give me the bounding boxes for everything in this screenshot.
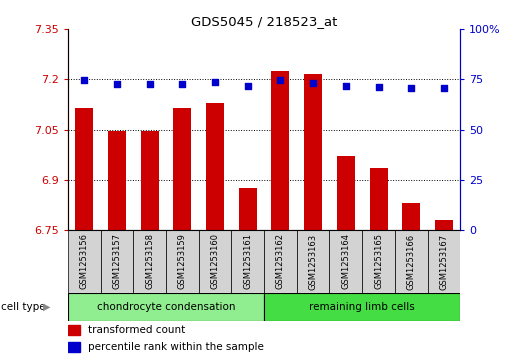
Bar: [337, 156, 355, 230]
Bar: [68, 230, 100, 293]
Bar: [264, 230, 297, 293]
Text: GSM1253166: GSM1253166: [407, 233, 416, 290]
Text: GSM1253163: GSM1253163: [309, 233, 317, 290]
Point: [80, 77, 88, 83]
Text: GSM1253158: GSM1253158: [145, 233, 154, 290]
Bar: [402, 203, 420, 230]
Bar: [68, 325, 79, 335]
Point: [211, 79, 219, 85]
Text: transformed count: transformed count: [88, 325, 185, 335]
Bar: [304, 74, 322, 230]
Text: cell type: cell type: [1, 302, 45, 312]
Bar: [362, 230, 395, 293]
Text: GSM1253164: GSM1253164: [342, 233, 350, 290]
Bar: [100, 230, 133, 293]
Text: GSM1253165: GSM1253165: [374, 233, 383, 290]
Text: GSM1253157: GSM1253157: [112, 233, 121, 290]
Text: GSM1253167: GSM1253167: [439, 233, 448, 290]
Bar: [329, 230, 362, 293]
Text: GSM1253159: GSM1253159: [178, 233, 187, 289]
Bar: [435, 220, 453, 230]
Bar: [395, 230, 428, 293]
Point: [113, 81, 121, 87]
Point: [145, 81, 154, 87]
Bar: [133, 230, 166, 293]
Point: [440, 85, 448, 91]
Bar: [370, 168, 388, 230]
Point: [407, 85, 415, 91]
Bar: [108, 131, 126, 230]
Bar: [174, 108, 191, 230]
Text: chondrocyte condensation: chondrocyte condensation: [97, 302, 235, 312]
Point: [178, 81, 187, 87]
Title: GDS5045 / 218523_at: GDS5045 / 218523_at: [191, 15, 337, 28]
Bar: [231, 230, 264, 293]
Bar: [141, 131, 158, 230]
Text: GSM1253156: GSM1253156: [80, 233, 89, 290]
Bar: [239, 188, 257, 230]
Bar: [166, 230, 199, 293]
Bar: [68, 293, 264, 321]
Text: GSM1253161: GSM1253161: [243, 233, 252, 290]
Point: [342, 83, 350, 89]
Bar: [297, 230, 329, 293]
Bar: [428, 230, 460, 293]
Text: GSM1253160: GSM1253160: [211, 233, 220, 290]
Text: remaining limb cells: remaining limb cells: [309, 302, 415, 312]
Bar: [264, 293, 460, 321]
Point: [374, 85, 383, 90]
Text: ▶: ▶: [43, 302, 51, 312]
Point: [276, 77, 285, 83]
Bar: [68, 342, 79, 352]
Point: [309, 81, 317, 86]
Bar: [199, 230, 231, 293]
Text: percentile rank within the sample: percentile rank within the sample: [88, 342, 264, 352]
Point: [244, 83, 252, 89]
Text: GSM1253162: GSM1253162: [276, 233, 285, 290]
Bar: [75, 108, 93, 230]
Bar: [206, 103, 224, 230]
Bar: [271, 71, 289, 230]
